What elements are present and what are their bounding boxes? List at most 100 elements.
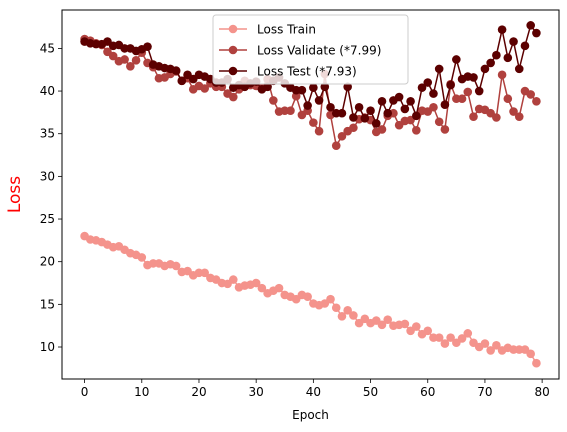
data-point (354, 102, 364, 112)
x-tick-label: 60 (420, 385, 435, 399)
data-point (337, 131, 347, 141)
data-point (526, 349, 535, 359)
legend-marker (228, 66, 238, 76)
data-point (257, 283, 267, 293)
data-point (492, 340, 501, 350)
data-point (269, 96, 278, 105)
plot-frame (61, 9, 560, 380)
data-point (486, 58, 495, 68)
data-point (446, 80, 455, 90)
x-tick-label: 70 (477, 385, 492, 399)
legend-marker (228, 24, 238, 34)
data-point (497, 25, 507, 34)
data-point (314, 126, 324, 136)
data-point (412, 322, 421, 331)
data-point (286, 106, 295, 115)
data-point (343, 306, 352, 315)
data-point (434, 333, 444, 342)
data-point (360, 114, 370, 123)
data-point (108, 51, 118, 61)
x-tick-label: 50 (363, 385, 378, 399)
legend-item: Loss Test (*7.93) (219, 65, 357, 79)
data-point (492, 50, 501, 60)
data-point (463, 329, 473, 338)
data-point (514, 112, 524, 121)
data-point (171, 66, 181, 75)
data-point (394, 92, 404, 102)
data-point (457, 334, 467, 343)
data-point (343, 82, 352, 92)
data-point (463, 87, 473, 97)
data-point (503, 94, 513, 104)
data-point (412, 125, 421, 135)
y-axis-ticks: 10 15 20 25 30 35 40 45 (40, 41, 62, 354)
legend-label: Loss Validate (*7.99) (257, 44, 381, 58)
data-point (326, 102, 335, 112)
data-point (526, 21, 535, 30)
data-point (309, 118, 318, 127)
y-tick-label: 45 (40, 41, 55, 55)
data-point (532, 358, 541, 368)
data-point (406, 96, 415, 106)
data-point (274, 283, 284, 293)
x-tick-label: 20 (191, 385, 206, 399)
y-tick-label: 20 (40, 255, 55, 269)
legend: Loss Train Loss Validate (*7.99) Loss Test… (212, 14, 409, 85)
data-point (457, 94, 467, 104)
data-point (377, 125, 387, 134)
data-point (377, 96, 387, 106)
data-point (412, 111, 421, 121)
series-1 (80, 231, 541, 368)
data-point (434, 64, 444, 74)
data-point (429, 89, 438, 98)
data-point (474, 86, 484, 96)
data-point (331, 303, 341, 313)
data-point (137, 253, 147, 262)
data-point (469, 112, 478, 121)
legend-item: Loss Validate (*7.99) (219, 44, 381, 58)
data-point (326, 294, 335, 304)
y-tick-label: 25 (40, 212, 55, 226)
data-point (126, 62, 135, 71)
data-point (337, 108, 347, 118)
data-point (532, 96, 541, 106)
data-point (314, 96, 324, 105)
data-point (377, 320, 387, 330)
series-layer (80, 21, 541, 368)
data-point (251, 278, 261, 288)
data-point (423, 326, 433, 336)
data-point (429, 102, 438, 112)
data-point (400, 319, 410, 329)
data-point (309, 83, 318, 92)
data-point (349, 311, 358, 320)
data-point (383, 315, 393, 325)
x-axis-ticks: 0 10 20 30 40 50 60 70 80 (81, 379, 550, 399)
data-point (303, 101, 312, 110)
data-point (509, 107, 518, 116)
data-point (291, 91, 301, 101)
x-tick-label: 0 (81, 385, 89, 399)
data-point (440, 125, 450, 134)
data-point (440, 100, 450, 110)
data-point (331, 141, 341, 150)
y-axis-label: Loss (5, 176, 25, 213)
data-point (371, 119, 381, 128)
y-tick-label: 15 (40, 297, 55, 311)
data-point (492, 113, 501, 122)
data-point (514, 64, 524, 74)
data-point (434, 117, 444, 127)
legend-item: Loss Train (219, 23, 316, 37)
data-point (532, 28, 541, 38)
data-point (263, 82, 272, 92)
data-point (131, 56, 141, 65)
data-point (486, 346, 495, 355)
y-tick-label: 30 (40, 169, 55, 183)
data-point (417, 83, 427, 92)
data-point (143, 42, 152, 51)
data-point (503, 53, 513, 63)
data-point (228, 92, 238, 102)
data-point (400, 104, 410, 114)
data-point (520, 41, 530, 51)
data-point (497, 70, 507, 80)
